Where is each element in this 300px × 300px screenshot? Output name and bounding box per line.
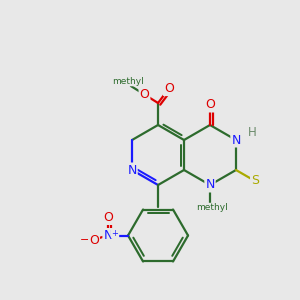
Text: H: H xyxy=(248,127,256,140)
Text: methyl: methyl xyxy=(112,76,144,85)
Text: O: O xyxy=(140,88,149,101)
Text: O: O xyxy=(164,82,174,95)
Text: −: − xyxy=(80,236,89,245)
Text: N: N xyxy=(128,164,137,176)
Text: +: + xyxy=(112,229,118,238)
Text: O: O xyxy=(103,211,113,224)
Text: N: N xyxy=(205,178,215,191)
Text: N: N xyxy=(231,134,241,146)
Text: O: O xyxy=(89,234,99,247)
Text: methyl: methyl xyxy=(196,203,228,212)
Text: O: O xyxy=(205,98,215,112)
Text: N: N xyxy=(103,229,113,242)
Text: S: S xyxy=(251,175,259,188)
